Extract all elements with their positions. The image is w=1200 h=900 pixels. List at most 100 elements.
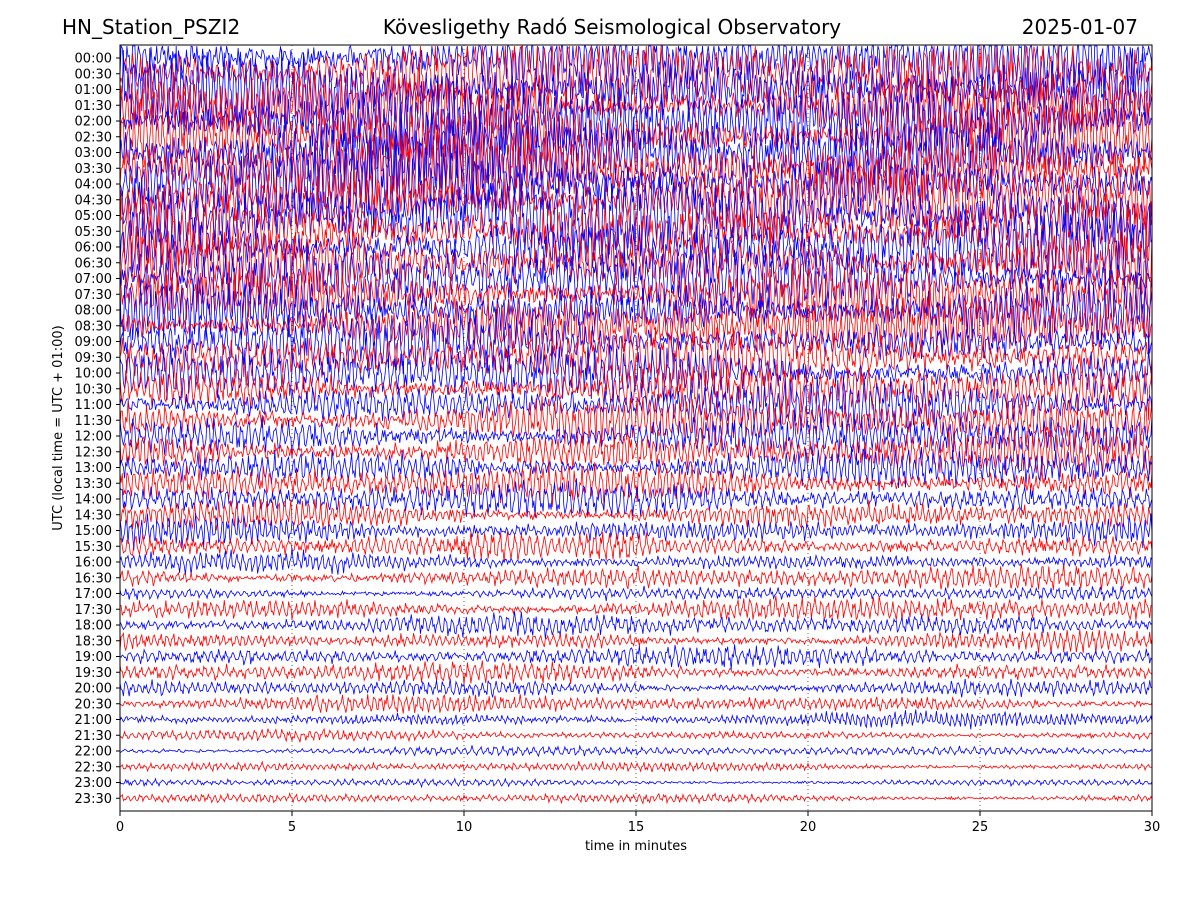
x-tick-label: 25 [972,820,989,835]
y-tick-label: 16:30 [75,571,112,586]
trace-1630 [119,563,1153,591]
y-tick-label: 19:30 [75,666,112,681]
x-tick-label: 5 [288,820,296,835]
y-tick-label: 11:30 [75,414,112,429]
y-tick-label: 10:00 [75,367,112,382]
y-tick-label: 16:00 [75,556,112,571]
x-tick-label: 30 [1144,820,1161,835]
trace-1300 [119,446,1153,493]
y-tick-label: 20:30 [75,697,112,712]
y-tick-label: 07:30 [75,288,112,303]
y-tick-label: 17:30 [75,603,112,618]
trace-2300 [119,777,1153,789]
observatory-title: Kövesligethy Radó Seismological Observat… [382,15,842,39]
x-axis-label: time in minutes [585,839,687,854]
y-tick-label: 08:30 [75,319,112,334]
trace-0730 [119,259,1153,328]
y-tick-label: 12:30 [75,445,112,460]
y-tick-label: 04:30 [75,193,112,208]
y-tick-label: 09:30 [75,351,112,366]
trace-1330 [119,462,1153,507]
plot-date: 2025-01-07 [1021,15,1138,39]
y-tick-label: 22:00 [75,745,112,760]
trace-0930 [119,325,1153,389]
trace-0330 [119,121,1153,218]
y-tick-label: 17:00 [75,587,112,602]
x-tick-label: 10 [456,820,473,835]
y-tick-label: 07:00 [75,272,112,287]
y-tick-label: 19:00 [75,650,112,665]
trace-1730 [119,595,1153,623]
y-tick-label: 21:30 [75,729,112,744]
y-axis-ticks: 00:0000:3001:0001:3002:0002:3003:0003:30… [75,52,120,807]
y-tick-label: 18:00 [75,619,112,634]
y-tick-label: 15:30 [75,540,112,555]
trace-1800 [119,611,1153,640]
trace-0200 [119,75,1153,167]
y-tick-label: 03:00 [75,146,112,161]
y-tick-label: 23:00 [75,776,112,791]
station-name: HN_Station_PSZI2 [62,15,241,39]
y-tick-label: 09:00 [75,335,112,350]
x-tick-label: 15 [628,820,645,835]
trace-1230 [119,426,1153,478]
y-tick-label: 00:30 [75,67,112,82]
trace-1600 [119,547,1153,575]
trace-2130 [119,727,1153,743]
y-tick-label: 21:00 [75,713,112,728]
y-tick-label: 22:30 [75,760,112,775]
y-tick-label: 06:00 [75,241,112,256]
y-tick-label: 18:30 [75,634,112,649]
y-tick-label: 20:00 [75,682,112,697]
trace-1000 [119,344,1153,404]
trace-0500 [119,168,1153,271]
trace-0400 [119,132,1153,233]
trace-2000 [119,678,1153,698]
plot-frame [119,44,1153,812]
trace-0800 [119,270,1153,350]
trace-1900 [119,644,1153,670]
y-tick-label: 08:00 [75,304,112,319]
y-tick-label: 05:00 [75,209,112,224]
trace-2230 [119,760,1153,773]
trace-1500 [119,512,1153,551]
y-tick-label: 02:30 [75,130,112,145]
y-tick-label: 05:30 [75,225,112,240]
y-axis-label: UTC (local time = UTC + 01:00) [51,325,66,530]
y-tick-label: 04:00 [75,178,112,193]
trace-0830 [119,288,1153,358]
y-tick-label: 14:00 [75,493,112,508]
x-tick-label: 20 [800,820,817,835]
y-tick-label: 01:00 [75,83,112,98]
trace-0630 [119,216,1153,306]
y-tick-label: 23:30 [75,792,112,807]
trace-0600 [119,201,1153,289]
y-tick-label: 01:30 [75,99,112,114]
y-tick-label: 03:30 [75,162,112,177]
y-tick-label: 10:30 [75,382,112,397]
trace-2030 [119,694,1153,714]
y-tick-label: 13:30 [75,477,112,492]
y-tick-label: 15:00 [75,524,112,539]
trace-1200 [119,410,1153,462]
y-tick-label: 06:30 [75,256,112,271]
seismic-traces [119,44,1153,805]
x-tick-label: 0 [116,820,124,835]
y-tick-label: 11:00 [75,398,112,413]
y-tick-label: 13:00 [75,461,112,476]
y-tick-label: 02:00 [75,115,112,130]
trace-0700 [119,239,1153,312]
x-axis-ticks: 0 5 10 15 20 25 30 [116,811,1160,835]
trace-2200 [119,744,1153,758]
y-tick-label: 14:30 [75,508,112,523]
trace-2330 [119,791,1153,805]
trace-0030 [119,44,1153,119]
y-tick-label: 12:00 [75,430,112,445]
trace-1130 [119,396,1153,450]
trace-1400 [119,478,1153,518]
trace-1930 [119,660,1153,685]
y-tick-label: 00:00 [75,52,112,67]
trace-1700 [119,585,1153,602]
trace-1830 [119,629,1153,654]
